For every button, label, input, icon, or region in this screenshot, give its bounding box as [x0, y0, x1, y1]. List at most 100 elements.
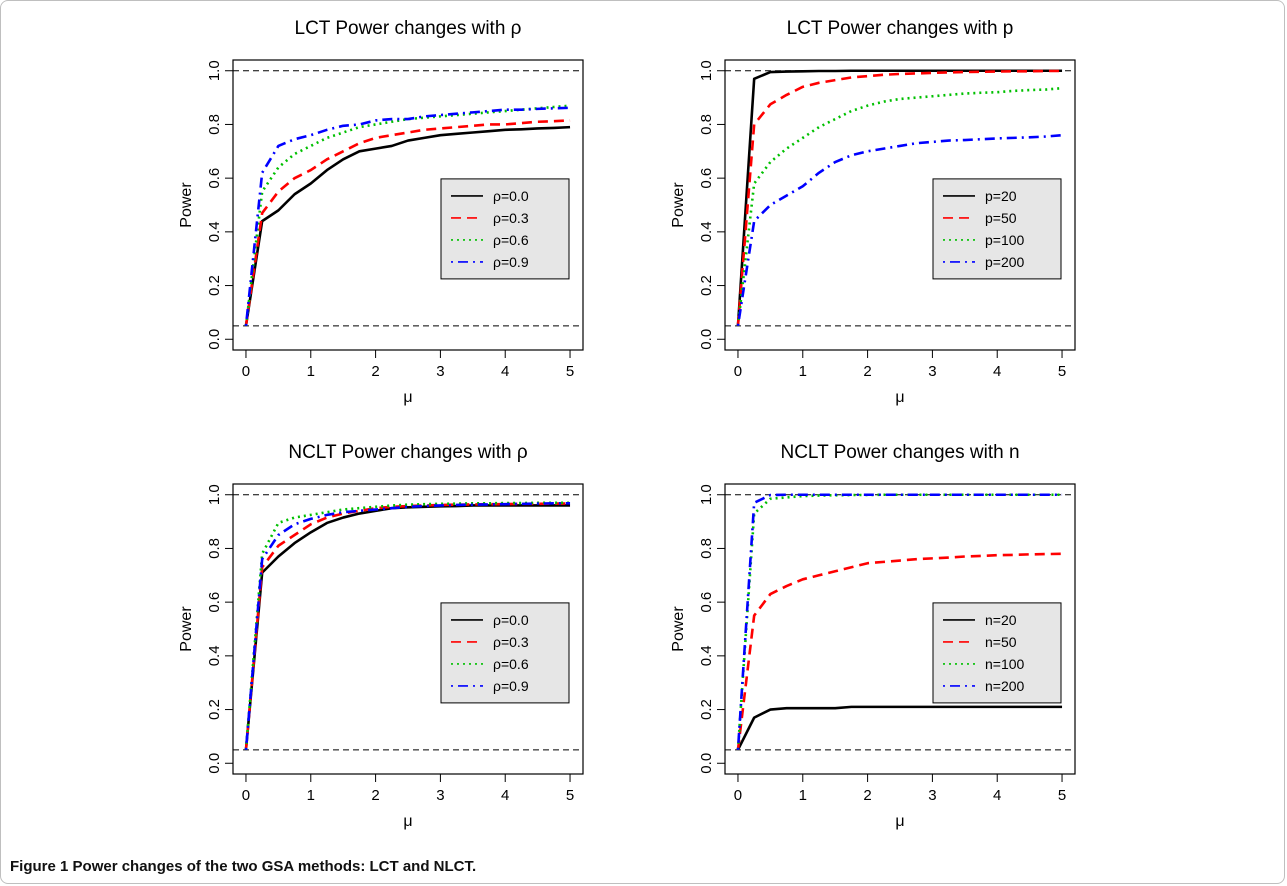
y-tick-label: 0.4: [206, 221, 223, 242]
y-tick-label: 0.6: [698, 168, 715, 189]
figure-canvas: LCT Power changes with ρ 0 1 2 3 4 5 0.0 0.2 0.4 0…: [178, 18, 1076, 830]
chart-title: NCLT Power changes with ρ: [288, 442, 527, 463]
y-tick-label: 1.0: [698, 484, 715, 505]
x-tick-label: 3: [436, 787, 444, 804]
series-line-4: [736, 133, 1063, 327]
y-tick-label: 0.0: [698, 329, 715, 350]
y-tick-label: 0.0: [206, 329, 223, 350]
y-axis-label: Power: [670, 182, 687, 228]
y-tick-label: 0.6: [206, 592, 223, 613]
legend-label-4: ρ=0.9: [493, 678, 529, 694]
plot-frame: [724, 59, 1076, 351]
x-tick-label: 2: [863, 363, 871, 380]
y-axis-label: Power: [178, 606, 195, 652]
x-tick-label: 5: [566, 787, 574, 804]
legend-label-4: n=200: [985, 678, 1025, 694]
legend: n=20 n=50 n=100 n=200: [932, 602, 1062, 704]
plot-frame: [232, 59, 584, 351]
legend-label-1: p=20: [985, 188, 1017, 204]
y-tick-label: 0.2: [206, 699, 223, 720]
x-axis-label: μ: [895, 389, 904, 406]
y-tick-label: 0.8: [206, 538, 223, 559]
legend-label-2: ρ=0.3: [493, 210, 529, 226]
x-tick-label: 1: [307, 363, 315, 380]
y-tick-label: 0.0: [206, 753, 223, 774]
x-tick-label: 0: [734, 787, 742, 804]
legend-label-3: ρ=0.6: [493, 656, 529, 672]
y-tick-label: 1.0: [698, 60, 715, 81]
chart-panel-2: LCT Power changes with p 0 1 2 3 4 5 0.0 0.2 0.4 0…: [670, 18, 1076, 406]
x-tick-label: 2: [863, 787, 871, 804]
x-tick-label: 3: [928, 787, 936, 804]
caption-label: Figure 1: [10, 858, 69, 875]
chart-panel-3: NCLT Power changes with ρ 0 1 2 3 4 5 0.0 0.2 0.4…: [178, 442, 584, 830]
chart-title: LCT Power changes with p: [787, 18, 1014, 39]
x-tick-label: 0: [734, 363, 742, 380]
y-axis-label: Power: [178, 182, 195, 228]
legend-label-1: ρ=0.0: [493, 612, 529, 628]
y-axis-label: Power: [670, 606, 687, 652]
series-line-2: [736, 552, 1063, 750]
y-tick-label: 0.6: [206, 168, 223, 189]
series-line-2: [736, 69, 1063, 326]
legend: ρ=0.0 ρ=0.3 ρ=0.6 ρ=0.9: [440, 178, 570, 280]
x-axis-label: μ: [403, 813, 412, 830]
series-line-1: [736, 705, 1063, 751]
x-tick-label: 1: [307, 787, 315, 804]
legend-label-3: n=100: [985, 656, 1025, 672]
y-tick-label: 0.8: [206, 114, 223, 135]
caption-text: Power changes of the two GSA methods: LC…: [72, 858, 477, 875]
y-tick-label: 0.2: [698, 275, 715, 296]
plot-frame: [232, 483, 584, 775]
x-axis-label: μ: [895, 813, 904, 830]
legend-label-2: n=50: [985, 634, 1017, 650]
series-line-2: [244, 119, 571, 327]
x-tick-label: 2: [371, 363, 379, 380]
legend: ρ=0.0 ρ=0.3 ρ=0.6 ρ=0.9: [440, 602, 570, 704]
legend-label-2: p=50: [985, 210, 1017, 226]
x-tick-label: 4: [993, 787, 1001, 804]
series-line-1: [244, 504, 571, 750]
plot-frame: [724, 483, 1076, 775]
x-tick-label: 4: [501, 787, 509, 804]
chart-title: NCLT Power changes with n: [780, 442, 1019, 463]
y-tick-label: 0.4: [206, 645, 223, 666]
x-tick-label: 3: [436, 363, 444, 380]
series-line-4: [244, 502, 571, 750]
y-tick-label: 0.4: [698, 221, 715, 242]
chart-panel-4: NCLT Power changes with n 0 1 2 3 4 5 0.0 0.2 0.4…: [670, 442, 1076, 830]
y-tick-label: 0.0: [698, 753, 715, 774]
legend-label-4: ρ=0.9: [493, 254, 529, 270]
y-tick-label: 1.0: [206, 60, 223, 81]
legend-label-1: n=20: [985, 612, 1017, 628]
x-tick-label: 0: [242, 787, 250, 804]
series-line-4: [736, 493, 1063, 750]
x-tick-label: 5: [566, 363, 574, 380]
series-line-1: [244, 125, 571, 327]
series-line-4: [244, 106, 571, 326]
legend-label-4: p=200: [985, 254, 1025, 270]
x-tick-label: 4: [501, 363, 509, 380]
chart-panel-1: LCT Power changes with ρ 0 1 2 3 4 5 0.0 0.2 0.4 0…: [178, 18, 584, 406]
figure-caption: Figure 1 Power changes of the two GSA me…: [10, 858, 476, 875]
x-tick-label: 4: [993, 363, 1001, 380]
x-tick-label: 5: [1058, 787, 1066, 804]
x-axis-label: μ: [403, 389, 412, 406]
legend-label-2: ρ=0.3: [493, 634, 529, 650]
y-tick-label: 0.6: [698, 592, 715, 613]
x-tick-label: 3: [928, 363, 936, 380]
x-tick-label: 5: [1058, 363, 1066, 380]
x-tick-label: 1: [799, 787, 807, 804]
x-tick-label: 2: [371, 787, 379, 804]
legend-label-3: p=100: [985, 232, 1025, 248]
x-tick-label: 0: [242, 363, 250, 380]
legend: p=20 p=50 p=100 p=200: [932, 178, 1062, 280]
y-tick-label: 0.8: [698, 538, 715, 559]
y-tick-label: 0.2: [206, 275, 223, 296]
chart-title: LCT Power changes with ρ: [295, 18, 522, 39]
y-tick-label: 0.2: [698, 699, 715, 720]
y-tick-label: 0.8: [698, 114, 715, 135]
legend-label-3: ρ=0.6: [493, 232, 529, 248]
y-tick-label: 0.4: [698, 645, 715, 666]
